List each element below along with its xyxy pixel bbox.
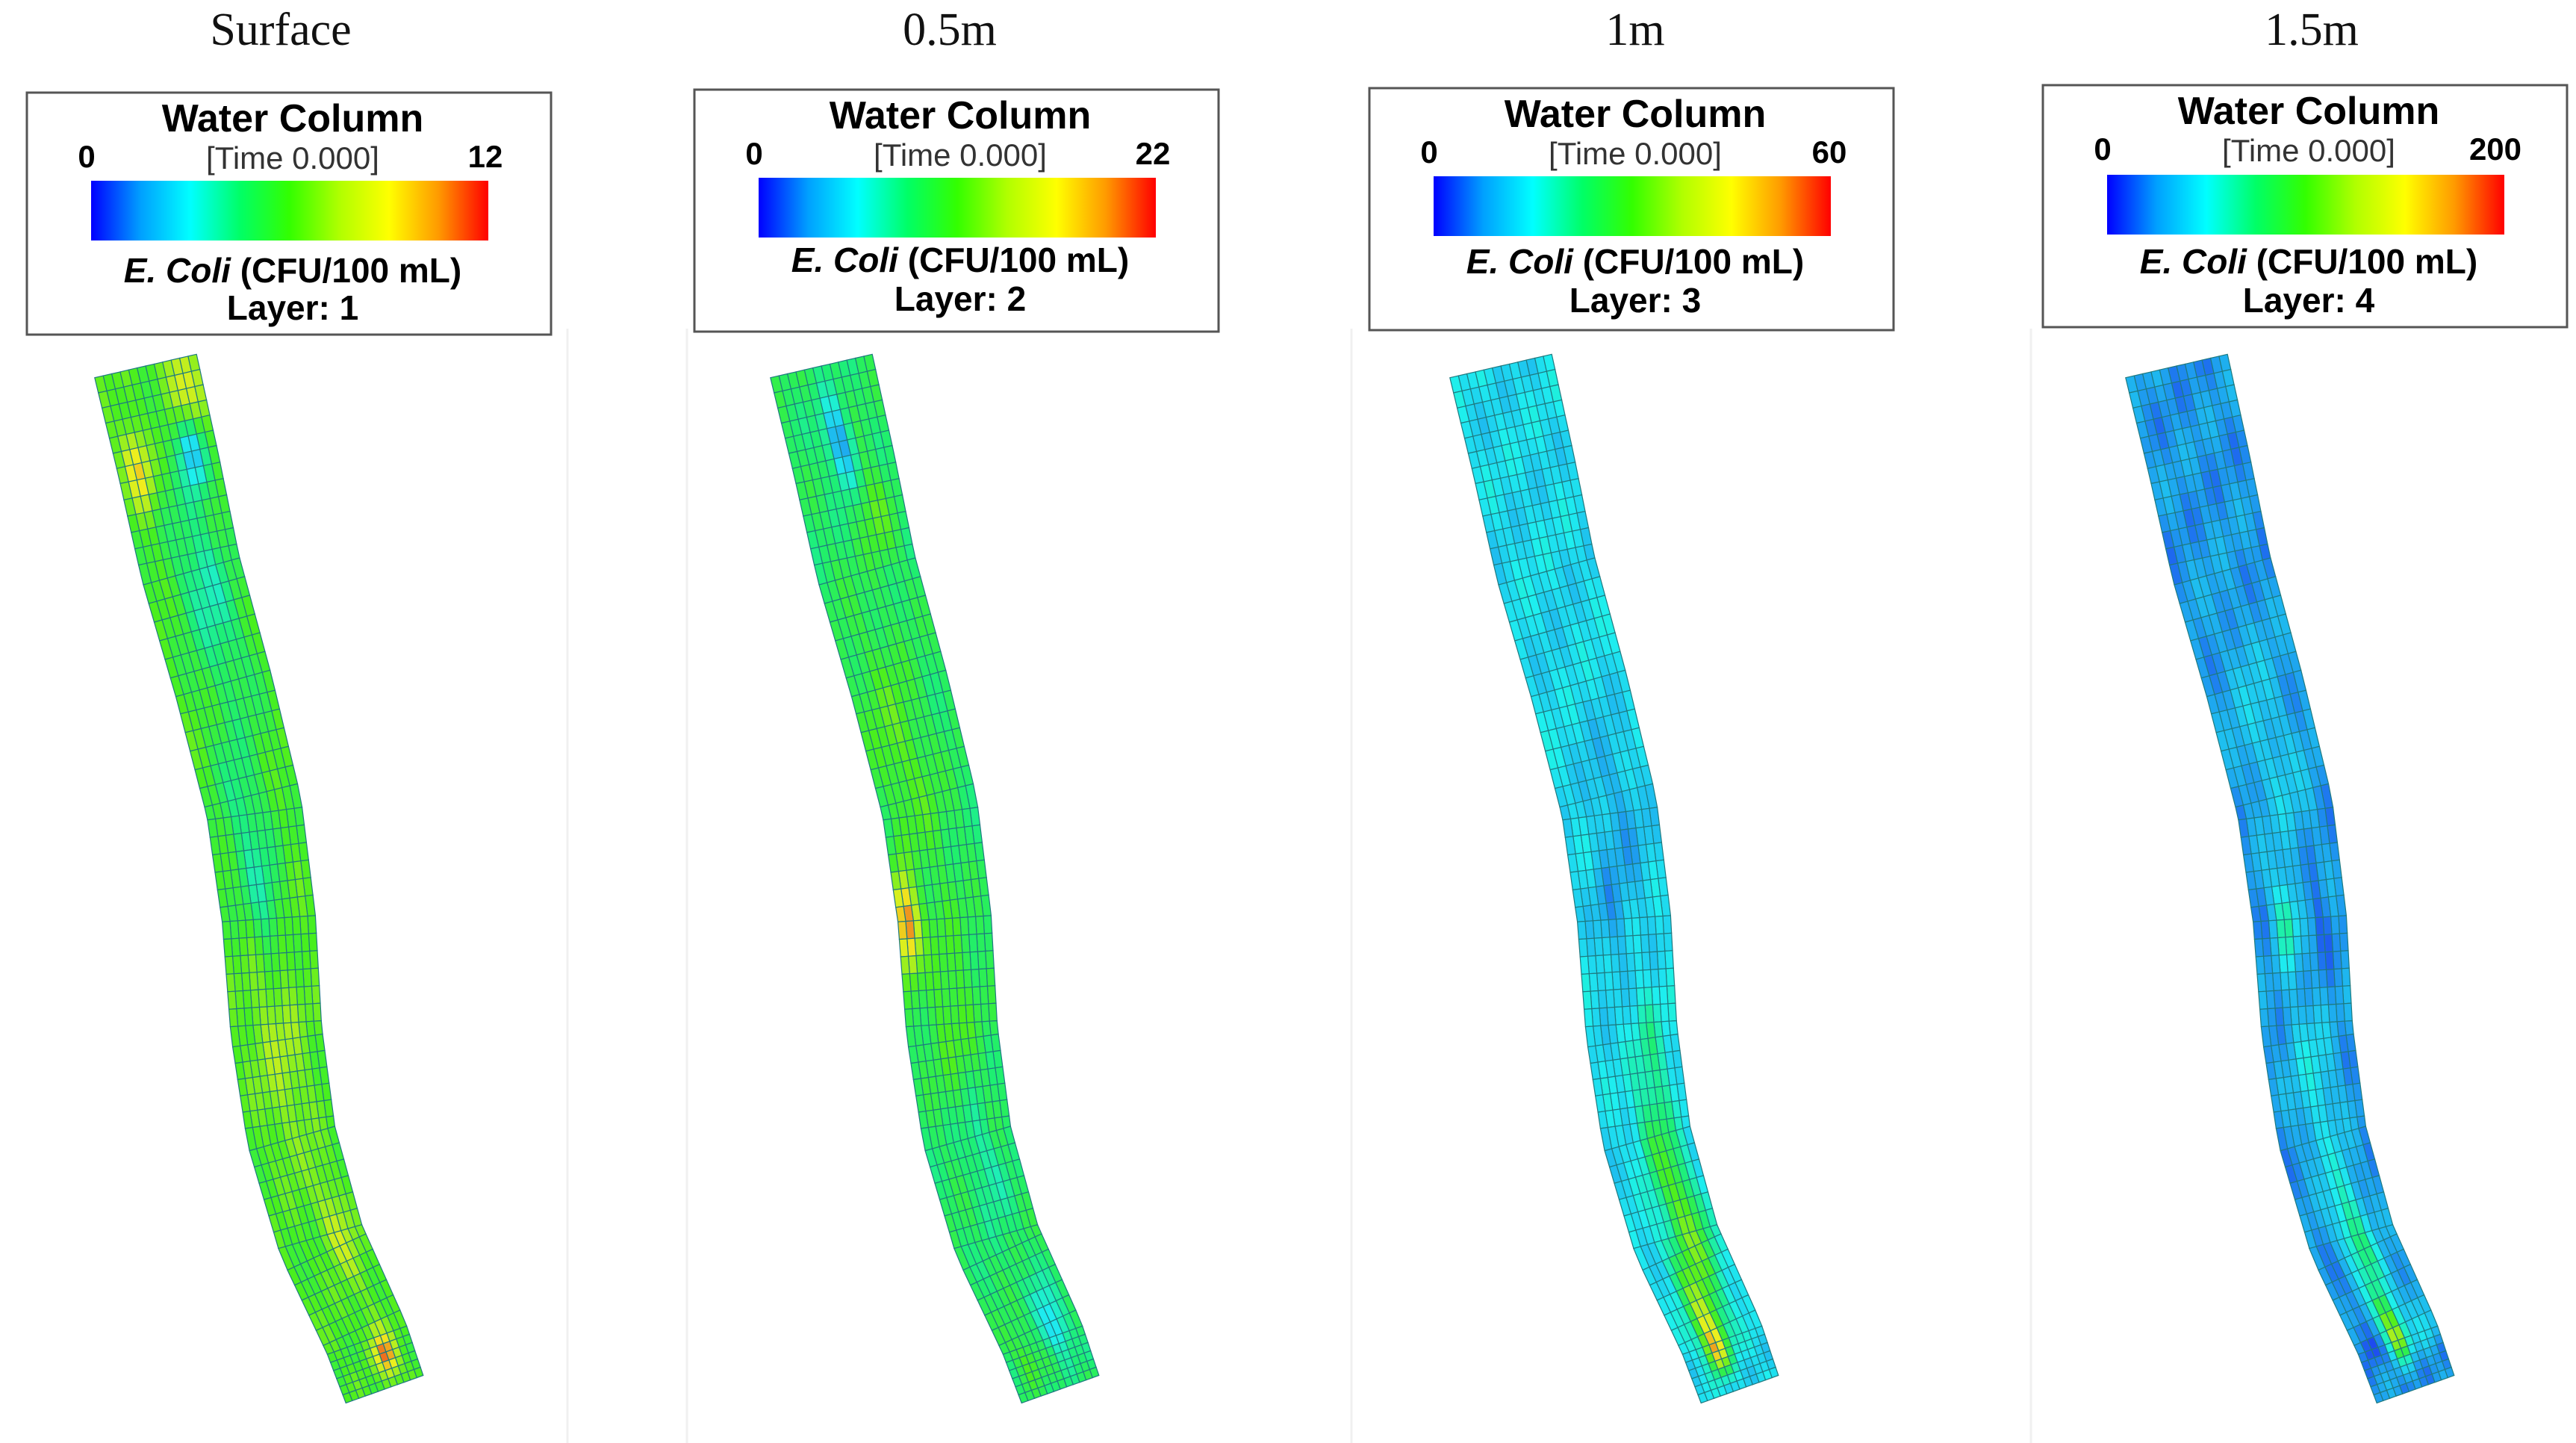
mesh-cell xyxy=(1018,1391,1029,1404)
legend-variable: E. Coli (CFU/100 mL) xyxy=(124,251,461,290)
legend-layer-label: Layer: 4 xyxy=(2243,281,2375,320)
mesh-cell xyxy=(2338,915,2348,934)
legend-min-label: 0 xyxy=(78,139,95,174)
mesh-cell xyxy=(2255,955,2265,975)
mesh-cell xyxy=(986,967,996,987)
mesh-cell xyxy=(903,1008,915,1028)
mesh-cell xyxy=(227,990,237,1010)
mesh-cell xyxy=(220,905,231,922)
mesh-cell xyxy=(1579,955,1590,975)
mesh-cell xyxy=(1582,990,1593,1010)
mesh-cell xyxy=(310,967,320,987)
mesh-cell xyxy=(2250,905,2262,922)
legend-colorbar xyxy=(759,178,1156,238)
legend-max-label: 200 xyxy=(2469,131,2521,167)
legend-variable: E. Coli (CFU/100 mL) xyxy=(1466,242,1804,281)
legend-heading: Water Column xyxy=(162,97,424,140)
mesh-cell xyxy=(897,920,908,940)
river-mesh-1m xyxy=(1449,353,1779,1404)
mesh-cell xyxy=(342,1391,353,1404)
mesh-cell xyxy=(898,938,909,958)
legend-heading: Water Column xyxy=(1505,93,1767,136)
river-mesh-1-5m xyxy=(2125,353,2455,1404)
legend-time-label: [Time 0.000] xyxy=(1549,136,1722,171)
mesh-cell xyxy=(900,955,910,975)
mesh-cell xyxy=(221,920,232,940)
mesh-cell xyxy=(223,938,234,958)
legend-time-label: [Time 0.000] xyxy=(874,137,1047,173)
panel-1m: 1m Water Column 0 [Time 0.000] 60 E. Col… xyxy=(1368,4,1895,1404)
legend-max-label: 12 xyxy=(468,139,503,174)
legend-max-label: 60 xyxy=(1812,134,1847,170)
mesh-cell xyxy=(983,915,993,934)
river-mesh-0-5m xyxy=(770,353,1100,1404)
legend-max-label: 22 xyxy=(1136,136,1171,171)
legend-time-label: [Time 0.000] xyxy=(2222,133,2395,168)
panel-title: 1.5m xyxy=(2265,4,2359,55)
mesh-cell xyxy=(1581,973,1591,993)
legend-heading: Water Column xyxy=(830,94,1092,137)
legend-box: Water Column 0 [Time 0.000] 22 E. Coli (… xyxy=(693,88,1220,333)
legend-box: Water Column 0 [Time 0.000] 60 E. Coli (… xyxy=(1368,87,1895,332)
legend-layer-label: Layer: 3 xyxy=(1569,281,1701,320)
mesh-cell xyxy=(903,990,913,1010)
legend-heading: Water Column xyxy=(2178,90,2440,133)
legend-layer-label: Layer: 2 xyxy=(895,279,1026,318)
mesh-cell xyxy=(901,973,912,993)
mesh-cell xyxy=(2259,1008,2270,1028)
legend-box: Water Column 0 [Time 0.000] 200 E. Coli … xyxy=(2041,84,2569,329)
mesh-cell xyxy=(2258,990,2268,1010)
panel-title: Surface xyxy=(210,4,351,55)
mesh-cell xyxy=(225,973,236,993)
legend-colorbar xyxy=(91,181,488,241)
mesh-cell xyxy=(228,1008,239,1028)
legend-colorbar xyxy=(1434,176,1831,236)
legend-variable: E. Coli (CFU/100 mL) xyxy=(2140,242,2477,281)
mesh-cell xyxy=(307,915,317,934)
panel-surface: Surface Water Column 0 [Time 0.000] 12 E… xyxy=(25,4,553,1404)
mesh-cell xyxy=(1576,920,1587,940)
legend-variable: E. Coli (CFU/100 mL) xyxy=(791,241,1129,279)
legend-min-label: 0 xyxy=(745,136,762,171)
mesh-cell xyxy=(1578,938,1589,958)
legend-time-label: [Time 0.000] xyxy=(206,140,379,176)
mesh-cell xyxy=(2341,967,2351,987)
legend-min-label: 0 xyxy=(1420,134,1437,170)
mesh-cell xyxy=(2252,920,2263,940)
mesh-cell xyxy=(2256,973,2267,993)
legend-box: Water Column 0 [Time 0.000] 12 E. Coli (… xyxy=(25,91,553,336)
legend-colorbar xyxy=(2107,175,2504,235)
mesh-cell xyxy=(1697,1391,1708,1404)
panel-title: 1m xyxy=(1605,4,1664,55)
mesh-cell xyxy=(224,955,234,975)
legend-layer-label: Layer: 1 xyxy=(227,288,358,327)
river-mesh-surface xyxy=(94,353,424,1404)
mesh-cell xyxy=(1662,915,1673,934)
mesh-cell xyxy=(2253,938,2265,958)
mesh-cell xyxy=(1583,1008,1594,1028)
mesh-cell xyxy=(1575,905,1586,922)
legend-min-label: 0 xyxy=(2094,131,2111,167)
mesh-cell xyxy=(1665,967,1676,987)
panel-1-5m: 1.5m Water Column 0 [Time 0.000] 200 E. … xyxy=(2041,4,2569,1404)
panel-0-5m: 0.5m Water Column 0 [Time 0.000] 22 E. C… xyxy=(693,4,1220,1404)
mesh-cell xyxy=(2373,1391,2384,1404)
mesh-cell xyxy=(895,905,906,922)
panel-title: 0.5m xyxy=(903,4,997,55)
